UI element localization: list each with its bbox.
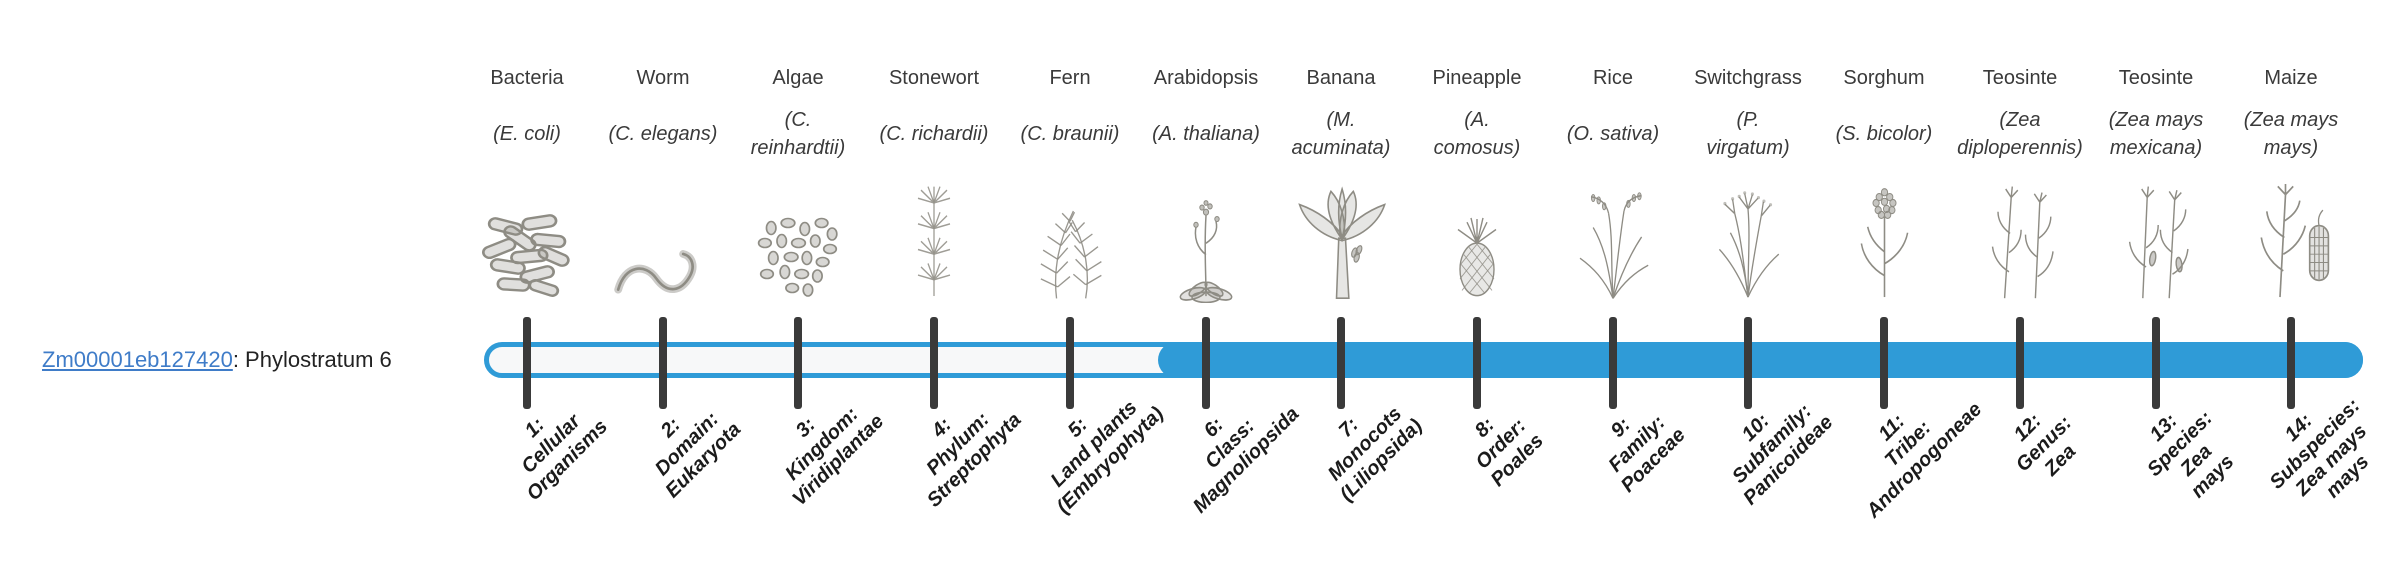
taxon-scientific-name: (S. bicolor) <box>1835 123 1933 145</box>
stonewort-icon <box>854 168 1014 303</box>
taxon-common-name: Fern <box>1049 67 1091 89</box>
taxon-common-name: Teosinte <box>2118 67 2194 89</box>
pineapple-icon <box>1397 168 1557 303</box>
taxon-scientific-name: (A. comosus) <box>1433 109 1521 159</box>
taxon-common-name: Stonewort <box>888 67 980 89</box>
taxon-common-name: Arabidopsis <box>1153 67 1259 89</box>
phylostratum-tick-13 <box>2152 317 2160 409</box>
taxon-common-name: Maize <box>2264 67 2318 89</box>
teosinte-icon <box>1940 168 2100 303</box>
teosinte-icon <box>2076 168 2236 303</box>
phylostratum-tick-4 <box>930 317 938 409</box>
taxon-scientific-name: (O. sativa) <box>1566 123 1660 145</box>
gene-phylostratum-text: : Phylostratum 6 <box>232 347 392 372</box>
phylostratum-tick-5 <box>1066 317 1074 409</box>
arabidopsis-icon <box>1126 168 1286 303</box>
taxon-common-name: Bacteria <box>490 67 564 89</box>
phylostratum-tick-10 <box>1744 317 1752 409</box>
taxon-common-name: Switchgrass <box>1694 67 1802 89</box>
phylostratum-tick-8 <box>1473 317 1481 409</box>
gene-id-link[interactable]: Zm00001eb127420 <box>42 347 233 372</box>
taxon-scientific-name: (C. reinhardtii) <box>750 109 846 159</box>
bacteria-icon <box>447 168 607 303</box>
phylostratum-tick-14 <box>2287 317 2295 409</box>
taxon-common-name: Sorghum <box>1843 67 1925 89</box>
taxon-common-name: Worm <box>636 67 690 89</box>
phylostratum-tick-3 <box>794 317 802 409</box>
rice-icon <box>1533 168 1693 303</box>
taxon-common-name: Pineapple <box>1432 67 1522 89</box>
phylostrata-bar-fill <box>1158 342 2363 378</box>
switchgrass-icon <box>1668 168 1828 303</box>
sorghum-icon <box>1804 168 1964 303</box>
taxon-scientific-name: (C. braunii) <box>1020 123 1120 145</box>
taxon-scientific-name: (Zea diploperennis) <box>1957 109 2083 159</box>
taxon-scientific-name: (A. thaliana) <box>1152 123 1260 145</box>
phylostratum-tick-9 <box>1609 317 1617 409</box>
taxon-scientific-name: (Zea mays mexicana) <box>2108 109 2204 159</box>
phylostratum-tick-11 <box>1880 317 1888 409</box>
worm-icon <box>583 168 743 303</box>
taxon-scientific-name: (C. elegans) <box>608 123 718 145</box>
phylostratum-tick-7 <box>1337 317 1345 409</box>
taxon-common-name: Rice <box>1592 67 1633 89</box>
taxon-scientific-name: (Zea mays mays) <box>2243 109 2339 159</box>
maize-icon <box>2211 168 2371 303</box>
taxon-common-name: Banana <box>1306 67 1376 89</box>
taxon-common-name: Algae <box>772 67 824 89</box>
phylostratum-tick-2 <box>659 317 667 409</box>
taxon-scientific-name: (M. acuminata) <box>1291 109 1391 159</box>
algae-icon <box>718 168 878 303</box>
taxon-common-name: Teosinte <box>1982 67 2058 89</box>
taxon-scientific-name: (E. coli) <box>493 123 561 145</box>
fern-icon <box>990 168 1150 303</box>
taxon-scientific-name: (C. richardii) <box>879 123 989 145</box>
banana-icon <box>1261 168 1421 303</box>
phylostratum-tick-12 <box>2016 317 2024 409</box>
taxon-scientific-name: (P. virgatum) <box>1706 109 1790 159</box>
phylostratum-tick-6 <box>1202 317 1210 409</box>
gene-label: Zm00001eb127420: Phylostratum 6 <box>42 347 392 373</box>
phylostratum-tick-1 <box>523 317 531 409</box>
